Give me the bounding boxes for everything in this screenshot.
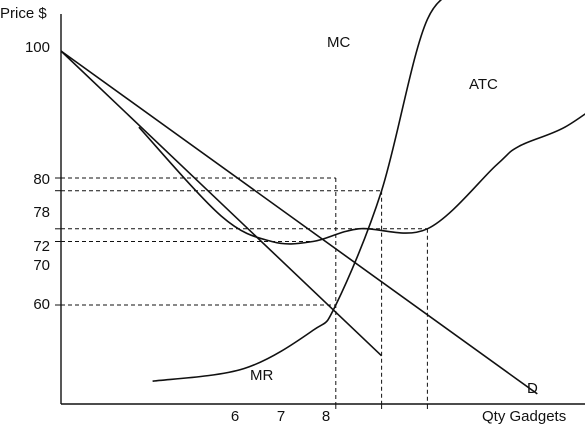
curve-label-d: D (527, 380, 538, 397)
curve-d (60, 50, 538, 395)
x-tick-label: 7 (277, 408, 285, 425)
curve-atc (138, 113, 585, 245)
x-tick-label: 6 (231, 408, 239, 425)
curve-label-atc: ATC (469, 76, 498, 93)
guide-lines (55, 177, 428, 409)
curve-label-mr: MR (250, 367, 273, 384)
y-tick-label: 80 (33, 171, 50, 188)
curve-label-mc: MC (327, 34, 350, 51)
y-tick-label: 100 (25, 39, 50, 56)
y-tick-label: 60 (33, 296, 50, 313)
y-tick-label: 72 (33, 238, 50, 255)
curve-mr (60, 50, 383, 357)
curve-mc (152, 0, 443, 382)
curves (60, 0, 585, 395)
x-axis-label: Qty Gadgets (482, 408, 566, 425)
y-tick-label: 70 (33, 257, 50, 274)
x-tick-label: 8 (322, 408, 330, 425)
y-tick-label: 78 (33, 204, 50, 221)
y-axis-label: Price $ (0, 5, 47, 22)
